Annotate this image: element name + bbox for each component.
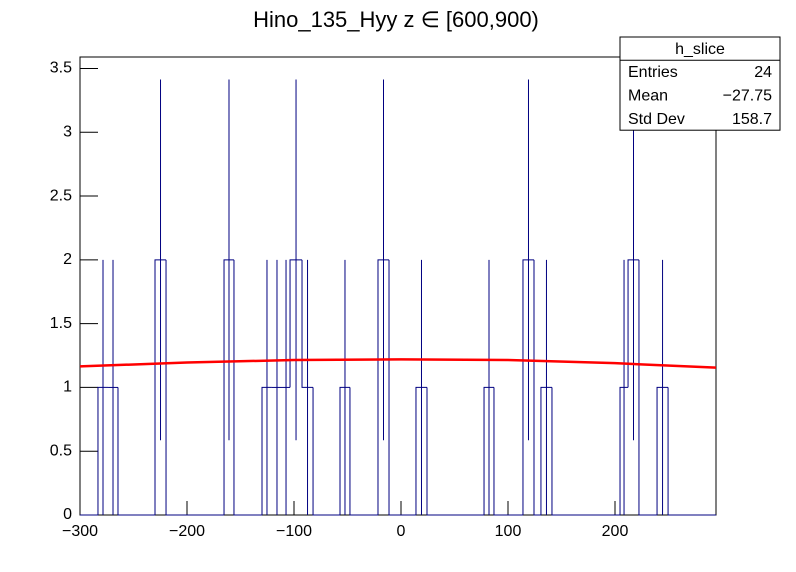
- y-tick-label: 3: [63, 123, 72, 140]
- stats-label: Mean: [628, 87, 668, 104]
- y-tick-label: 2: [63, 251, 72, 268]
- x-tick-label: −300: [62, 523, 98, 540]
- histogram-bin: [415, 386, 427, 515]
- histogram-bin: [627, 259, 639, 388]
- x-tick-label: 100: [495, 523, 522, 540]
- histogram-bin: [483, 386, 494, 515]
- histogram-bin: [656, 386, 669, 515]
- histogram-bin: [97, 386, 109, 515]
- histogram-bin: [117, 387, 156, 516]
- stats-title: h_slice: [675, 41, 725, 58]
- histogram-bin: [551, 387, 621, 516]
- histogram-bin: [289, 259, 303, 388]
- fit-curve: [79, 358, 717, 369]
- y-tick-label: 2.5: [50, 187, 72, 204]
- x-tick-label: −200: [169, 523, 205, 540]
- histogram-bin: [522, 259, 534, 515]
- stats-box: [619, 36, 781, 131]
- histogram-bin: [261, 386, 272, 515]
- histogram-bin: [533, 259, 541, 516]
- histogram-bin: [339, 386, 350, 515]
- histogram-bin: [165, 259, 225, 516]
- y-tick-label: 1: [63, 379, 72, 396]
- histogram-bin: [667, 387, 716, 516]
- stats-value: −27.75: [723, 87, 772, 104]
- histogram-bin: [377, 259, 390, 515]
- histogram-bin: [154, 259, 167, 515]
- histogram-bin: [301, 259, 314, 388]
- histogram-bin: [388, 259, 416, 516]
- stats-value: 24: [754, 64, 772, 81]
- histogram-bin: [312, 387, 341, 516]
- histogram-bin: [233, 259, 263, 516]
- x-tick-label: 200: [602, 523, 629, 540]
- histogram-bin: [223, 259, 234, 515]
- y-tick-label: 3.5: [50, 60, 72, 77]
- histogram-bin: [619, 386, 629, 515]
- histogram-bin: [638, 259, 658, 516]
- stats-label: Entries: [628, 64, 678, 81]
- y-tick-label: 1.5: [50, 315, 72, 332]
- histogram-bin: [349, 387, 378, 516]
- stats-value: 158.7: [732, 111, 772, 128]
- histogram-bin: [493, 387, 523, 516]
- stats-label: Std Dev: [628, 111, 685, 128]
- x-tick-label: −100: [276, 523, 312, 540]
- y-tick-label: 0: [63, 506, 72, 523]
- histogram-bin: [540, 386, 552, 515]
- y-tick-label: 0.5: [50, 442, 72, 459]
- chart-title: Hino_135_Hyy z ∈ [600,900): [253, 7, 539, 32]
- histogram-bin: [426, 387, 485, 516]
- x-tick-label: 0: [397, 523, 406, 540]
